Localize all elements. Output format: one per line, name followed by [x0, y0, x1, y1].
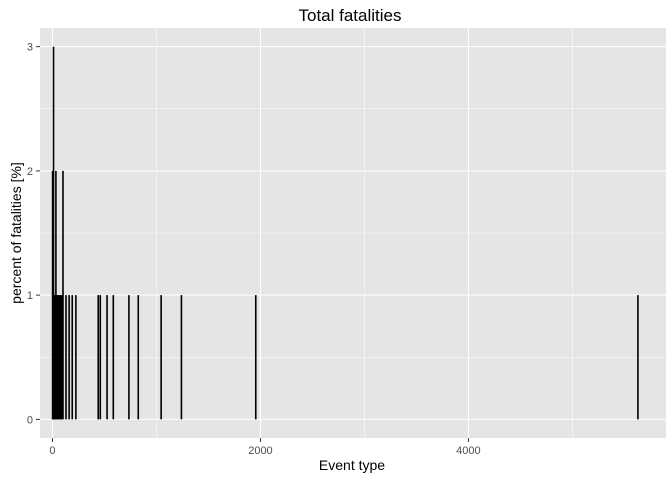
x-tick-label: 0	[49, 445, 55, 457]
chart-title: Total fatalities	[299, 6, 402, 25]
x-tick-label: 4000	[456, 445, 480, 457]
y-axis-label: percent of fatalities [%]	[8, 162, 24, 304]
y-tick-label: 3	[27, 42, 33, 54]
y-tick-label: 0	[27, 414, 33, 426]
y-axis: 0 1 2 3	[27, 42, 40, 426]
x-tick-label: 2000	[248, 445, 272, 457]
bars	[51, 46, 639, 420]
y-tick-label: 2	[27, 166, 33, 178]
grid-minor	[40, 28, 666, 438]
x-axis: 0 2000 4000	[49, 438, 481, 457]
y-tick-label: 1	[27, 290, 33, 302]
x-axis-label: Event type	[319, 457, 385, 473]
